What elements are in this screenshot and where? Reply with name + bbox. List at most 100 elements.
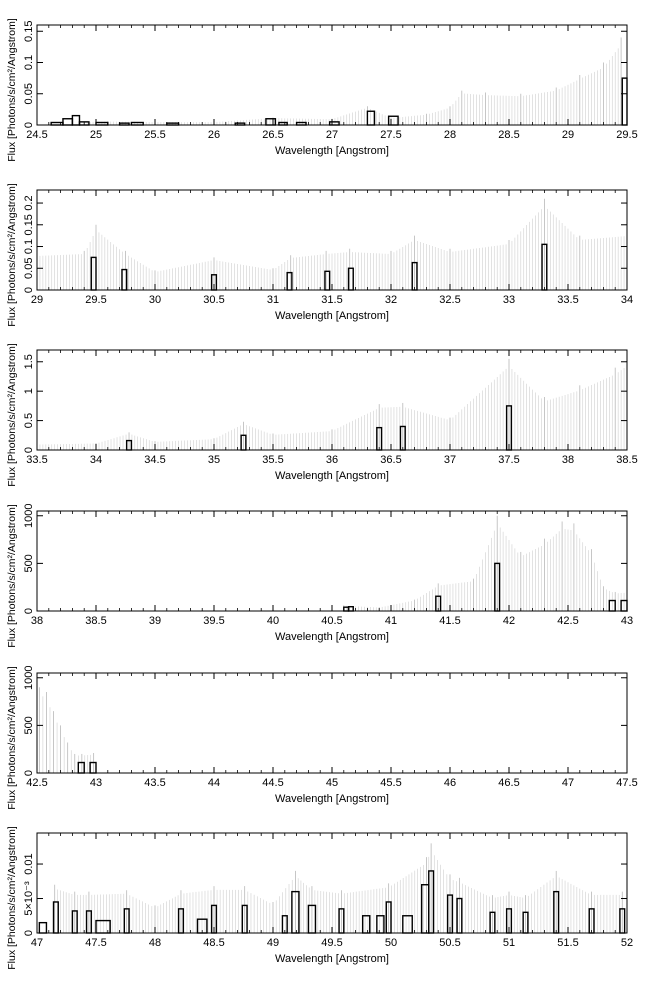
x-tick-label: 49 bbox=[267, 937, 279, 949]
plot-frame bbox=[36, 832, 628, 934]
x-tick-label: 33.5 bbox=[557, 294, 578, 306]
x-tick-label: 45 bbox=[326, 777, 338, 789]
flux-bar bbox=[90, 256, 97, 291]
y-axis-label: Flux [Photons/s/cm²/Angstrom] bbox=[6, 504, 18, 648]
panel-2: 29 29.5 30 30.5 31 31.5 32 32.5 33 33.5 34 0 0.05 0.1… bbox=[6, 183, 633, 327]
x-tick-label: 45.5 bbox=[380, 777, 401, 789]
x-tick-label: 44.5 bbox=[262, 777, 283, 789]
y-tick-label: 0 bbox=[23, 287, 35, 293]
y-tick-label: 1000 bbox=[23, 504, 35, 528]
x-tick-label: 42.5 bbox=[557, 615, 578, 627]
x-tick-label: 49.5 bbox=[321, 937, 342, 949]
x-tick-label: 48 bbox=[149, 937, 161, 949]
y-axis-label: Flux [Photons/s/cm²/Angstrom] bbox=[6, 666, 18, 810]
x-tick-label: 50.5 bbox=[439, 937, 460, 949]
x-tick-label: 44 bbox=[208, 777, 220, 789]
x-tick-label: 51.5 bbox=[557, 937, 578, 949]
x-tick-label: 26 bbox=[208, 129, 220, 141]
y-tick-label: 0 bbox=[23, 770, 35, 776]
y-tick-label: 0 bbox=[23, 447, 35, 453]
x-tick-label: 43.5 bbox=[144, 777, 165, 789]
x-tick-label: 37.5 bbox=[498, 454, 519, 466]
x-tick-label: 30.5 bbox=[203, 294, 224, 306]
y-tick-label: 0.1 bbox=[23, 239, 35, 254]
x-tick-label: 46.5 bbox=[498, 777, 519, 789]
x-tick-label: 24.5 bbox=[26, 129, 47, 141]
y-axis-label: Flux [Photons/s/cm²/Angstrom] bbox=[6, 343, 18, 487]
x-axis-label: Wavelength [Angstrom] bbox=[275, 310, 389, 322]
x-tick-label: 32.5 bbox=[439, 294, 460, 306]
x-tick-label: 48.5 bbox=[203, 937, 224, 949]
y-tick-label: 0.01 bbox=[23, 853, 35, 874]
flux-bar bbox=[621, 77, 628, 126]
x-tick-label: 32 bbox=[385, 294, 397, 306]
flux-bar bbox=[71, 114, 81, 126]
x-axis-label: Wavelength [Angstrom] bbox=[275, 470, 389, 482]
x-tick-label: 25.5 bbox=[144, 129, 165, 141]
flux-bar bbox=[38, 921, 48, 934]
x-axis-label: Wavelength [Angstrom] bbox=[275, 145, 389, 157]
x-tick-label: 39 bbox=[149, 615, 161, 627]
y-tick-label: 1000 bbox=[23, 666, 35, 690]
plot-frame bbox=[36, 672, 628, 774]
x-tick-label: 34 bbox=[621, 294, 633, 306]
x-axis-label: Wavelength [Angstrom] bbox=[275, 953, 389, 965]
flux-bar bbox=[361, 915, 371, 934]
x-tick-label: 41.5 bbox=[439, 615, 460, 627]
x-tick-label: 47.5 bbox=[616, 777, 637, 789]
x-tick-label: 38 bbox=[562, 454, 574, 466]
y-tick-label: 0.15 bbox=[23, 214, 35, 235]
panel-1: 24.5 25 25.5 26 26.5 27 27.5 28 28.5 29 29.5 0 0.05 0… bbox=[6, 18, 638, 162]
x-tick-label: 42.5 bbox=[26, 777, 47, 789]
x-tick-label: 35.5 bbox=[262, 454, 283, 466]
y-tick-label: 5×10⁻³ bbox=[23, 881, 35, 916]
y-tick-label: 0.1 bbox=[23, 55, 35, 70]
flux-bar bbox=[77, 761, 85, 774]
x-tick-label: 34 bbox=[90, 454, 102, 466]
x-axis-label: Wavelength [Angstrom] bbox=[275, 793, 389, 805]
x-tick-label: 43 bbox=[621, 615, 633, 627]
y-axis-label: Flux [Photons/s/cm²/Angstrom] bbox=[6, 183, 18, 327]
x-tick-label: 26.5 bbox=[262, 129, 283, 141]
x-tick-label: 33.5 bbox=[26, 454, 47, 466]
y-tick-label: 500 bbox=[23, 554, 35, 572]
panel-3: 33.5 34 34.5 35 35.5 36 36.5 37 37.5 38 38.5 0 0.5 1 1… bbox=[6, 343, 638, 487]
x-tick-label: 31.5 bbox=[321, 294, 342, 306]
x-tick-label: 38 bbox=[31, 615, 43, 627]
x-tick-label: 36.5 bbox=[380, 454, 401, 466]
x-tick-label: 31 bbox=[267, 294, 279, 306]
x-tick-label: 38.5 bbox=[85, 615, 106, 627]
y-tick-label: 0.05 bbox=[23, 258, 35, 279]
x-tick-label: 29.5 bbox=[85, 294, 106, 306]
y-axis-label: Flux [Photons/s/cm²/Angstrom] bbox=[6, 826, 18, 970]
x-tick-label: 27.5 bbox=[380, 129, 401, 141]
panel-5: 42.5 43 43.5 44 44.5 45 45.5 46 46.5 47 47.5 0 500 10… bbox=[6, 666, 638, 810]
y-tick-label: 500 bbox=[23, 716, 35, 734]
x-tick-label: 35 bbox=[208, 454, 220, 466]
flux-bar bbox=[343, 606, 350, 612]
x-tick-label: 29.5 bbox=[616, 129, 637, 141]
x-tick-label: 39.5 bbox=[203, 615, 224, 627]
x-tick-label: 27 bbox=[326, 129, 338, 141]
x-tick-label: 37 bbox=[444, 454, 456, 466]
x-tick-label: 41 bbox=[385, 615, 397, 627]
x-tick-label: 47 bbox=[31, 937, 43, 949]
x-tick-label: 51 bbox=[503, 937, 515, 949]
x-tick-label: 25 bbox=[90, 129, 102, 141]
x-tick-label: 28 bbox=[444, 129, 456, 141]
y-tick-label: 1.5 bbox=[23, 354, 35, 369]
y-tick-label: 1 bbox=[23, 388, 35, 394]
x-tick-label: 47.5 bbox=[85, 937, 106, 949]
x-tick-label: 46 bbox=[444, 777, 456, 789]
y-tick-label: 0.5 bbox=[23, 413, 35, 428]
x-tick-label: 29 bbox=[562, 129, 574, 141]
y-axis-label: Flux [Photons/s/cm²/Angstrom] bbox=[6, 18, 18, 162]
flux-bar bbox=[62, 118, 74, 126]
y-tick-label: 0.2 bbox=[23, 195, 35, 210]
x-tick-label: 50 bbox=[385, 937, 397, 949]
x-tick-label: 30 bbox=[149, 294, 161, 306]
x-tick-label: 34.5 bbox=[144, 454, 165, 466]
flux-bar bbox=[402, 915, 413, 934]
x-tick-label: 28.5 bbox=[498, 129, 519, 141]
x-tick-label: 52 bbox=[621, 937, 633, 949]
